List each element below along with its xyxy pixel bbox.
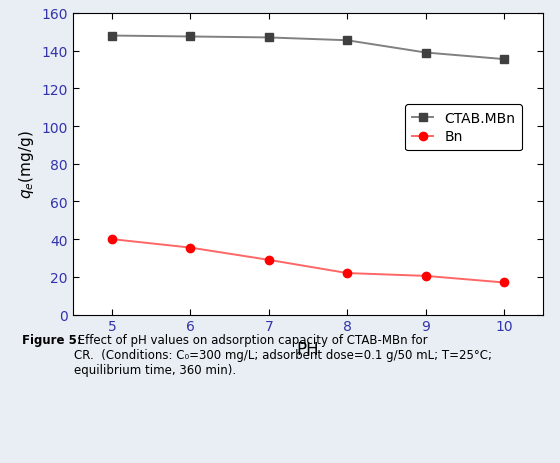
Text: Effect of pH values on adsorption capacity of CTAB-MBn for
CR.  (Conditions: C₀=: Effect of pH values on adsorption capaci…: [74, 333, 492, 376]
CTAB.MBn: [344, 38, 351, 44]
CTAB.MBn: [422, 50, 429, 56]
Bn: [109, 237, 115, 242]
CTAB.MBn: [501, 57, 507, 63]
X-axis label: PH: PH: [297, 341, 319, 358]
Bn: [501, 280, 507, 286]
CTAB.MBn: [109, 34, 115, 39]
Legend: CTAB.MBn, Bn: CTAB.MBn, Bn: [405, 105, 522, 151]
CTAB.MBn: [187, 35, 194, 40]
Bn: [344, 271, 351, 276]
Text: Figure 5:: Figure 5:: [22, 333, 82, 346]
Line: CTAB.MBn: CTAB.MBn: [108, 32, 508, 64]
Bn: [265, 257, 272, 263]
Bn: [187, 245, 194, 251]
CTAB.MBn: [265, 36, 272, 41]
Line: Bn: Bn: [108, 236, 508, 287]
Bn: [422, 274, 429, 279]
Y-axis label: $q_e$(mg/g): $q_e$(mg/g): [17, 130, 36, 199]
